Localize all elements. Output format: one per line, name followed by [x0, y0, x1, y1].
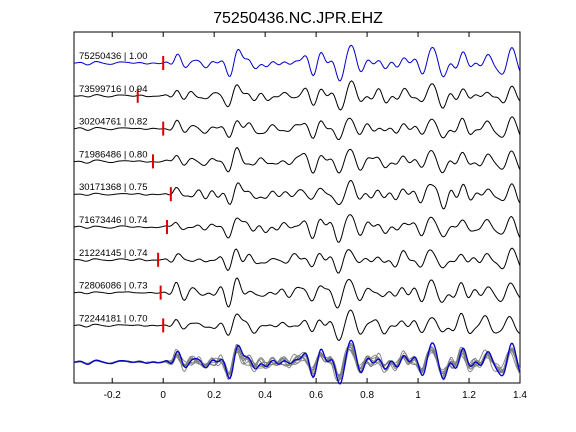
trace-line-4 [73, 180, 521, 210]
trace-line-6 [73, 247, 521, 274]
trace-label-5: 71673446 | 0.74 [79, 215, 148, 226]
plot-area [73, 31, 521, 384]
trace-line-1 [73, 80, 521, 111]
x-tick-label-0: -0.2 [104, 390, 122, 401]
trace-label-3: 71986486 | 0.80 [79, 149, 148, 160]
stack-trace-7 [73, 343, 521, 382]
trace-line-3 [73, 147, 521, 174]
trace-label-1: 73599716 | 0.94 [79, 84, 148, 95]
x-tick-label-1: 0 [160, 390, 166, 401]
x-tick-label-5: 0.8 [360, 390, 374, 401]
x-axis: -0.2 0 0.2 0.4 0.6 0.8 1 1.2 1.4 [104, 32, 527, 401]
x-tick-label-4: 0.6 [309, 390, 323, 401]
stack-reference-trace [73, 339, 521, 385]
trace-line-2 [73, 116, 521, 141]
x-tick-label-7: 1.2 [462, 390, 476, 401]
stack-layer [73, 339, 521, 385]
trace-labels-layer: 75250436 | 1.00 73599716 | 0.94 30204761 |… [79, 51, 148, 324]
picks-layer [136, 56, 172, 333]
x-tick-label-2: 0.2 [207, 390, 221, 401]
trace-label-6: 21224145 | 0.74 [79, 248, 148, 259]
x-tick-label-6: 1 [415, 390, 421, 401]
x-tick-label-8: 1.4 [513, 390, 527, 401]
trace-label-4: 30171368 | 0.75 [79, 182, 148, 193]
trace-line-0 [73, 44, 521, 82]
x-tick-label-3: 0.4 [258, 390, 272, 401]
chart-title: 75250436.NC.JPR.EHZ [213, 10, 383, 27]
trace-label-0: 75250436 | 1.00 [79, 51, 148, 62]
trace-line-5 [73, 214, 521, 243]
trace-label-2: 30204761 | 0.82 [79, 117, 148, 128]
trace-line-7 [73, 277, 521, 309]
trace-label-8: 72244181 | 0.70 [79, 313, 148, 324]
trace-line-8 [73, 309, 521, 342]
traces-layer [73, 44, 521, 342]
trace-label-7: 72806086 | 0.73 [79, 281, 148, 292]
